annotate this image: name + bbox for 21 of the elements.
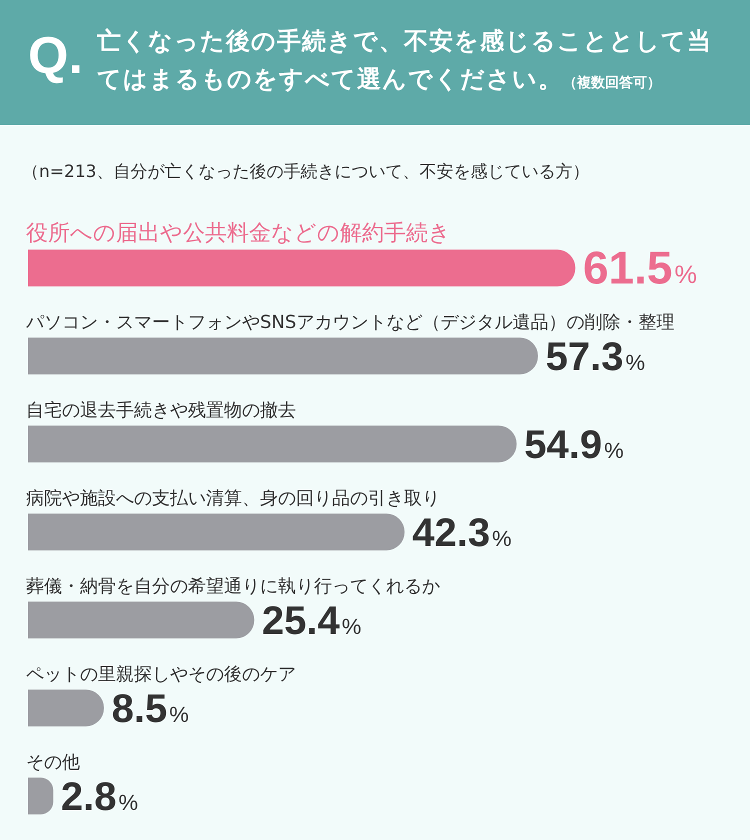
data-label: 57.3% bbox=[546, 335, 646, 380]
bar bbox=[28, 602, 254, 638]
bar bbox=[28, 690, 104, 726]
y-tick-label: その他 bbox=[26, 752, 80, 773]
data-label: 54.9% bbox=[524, 423, 624, 468]
data-label: 42.3% bbox=[412, 511, 512, 556]
data-label: 61.5% bbox=[582, 242, 697, 294]
chart-subtitle: （n=213、自分が亡くなった後の手続きについて、不安を感じている方） bbox=[22, 161, 590, 183]
data-label: 25.4% bbox=[262, 599, 362, 644]
bar bbox=[28, 250, 576, 286]
bar bbox=[28, 514, 405, 550]
y-tick-label: 役所への届出や公共料金などの解約手続き bbox=[26, 221, 451, 246]
y-tick-label: 葬儀・納骨を自分の希望通りに執り行ってくれるか bbox=[26, 576, 440, 597]
y-tick-label: 病院や施設への支払い清算、身の回り品の引き取り bbox=[26, 488, 440, 509]
y-tick-label: パソコン・スマートフォンやSNSアカウントなど（デジタル遺品）の削除・整理 bbox=[25, 312, 674, 333]
data-label: 8.5% bbox=[112, 687, 189, 732]
y-tick-label: ペットの里親探しやその後のケア bbox=[26, 664, 296, 685]
data-label: 2.8% bbox=[60, 775, 138, 820]
bar bbox=[28, 338, 538, 374]
bar bbox=[28, 426, 517, 462]
y-tick-label: 自宅の退去手続きや残置物の撤去 bbox=[26, 400, 296, 421]
